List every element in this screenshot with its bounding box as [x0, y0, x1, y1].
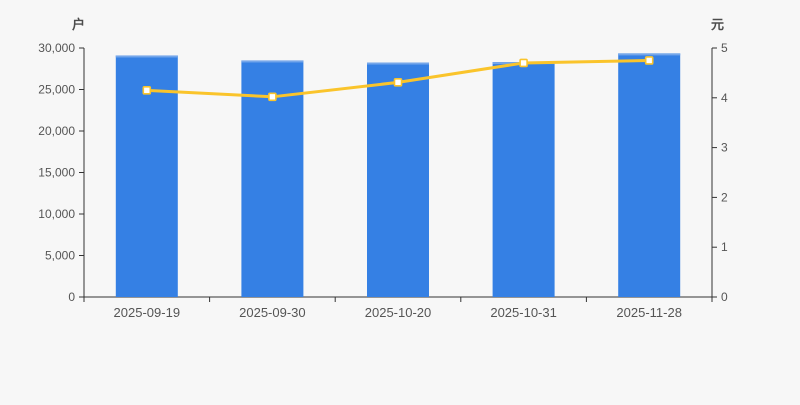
left-axis-tick-label: 20,000	[38, 124, 75, 138]
left-axis-unit-label: 户	[72, 17, 86, 32]
right-axis-tick-label: 0	[721, 290, 728, 304]
line-point-marker[interactable]	[142, 86, 152, 95]
x-axis-category-label: 2025-10-20	[365, 305, 432, 320]
bar[interactable]	[367, 62, 429, 298]
bar[interactable]	[115, 55, 178, 297]
left-axis-tick-label: 10,000	[38, 207, 75, 221]
left-axis-tick-label: 15,000	[38, 166, 75, 180]
line-point-marker[interactable]	[393, 78, 403, 87]
right-axis-tick-label: 1	[721, 240, 728, 254]
right-axis-tick-label: 4	[721, 91, 728, 105]
line-point-marker[interactable]	[519, 58, 528, 68]
left-axis-tick-label: 0	[68, 290, 75, 304]
x-axis-category-label: 2025-09-19	[114, 305, 181, 320]
bar-top-highlight	[618, 53, 681, 56]
bar[interactable]	[618, 53, 681, 297]
line-point-marker[interactable]	[268, 92, 277, 102]
line-point-marker[interactable]	[644, 56, 654, 65]
x-axis-category-label: 2025-09-30	[239, 305, 306, 320]
bar-top-highlight	[115, 55, 178, 58]
bar-top-highlight	[367, 62, 429, 65]
bar-top-highlight	[241, 60, 304, 63]
right-axis-tick-label: 2	[721, 190, 728, 204]
right-axis-tick-label: 5	[721, 41, 728, 55]
left-axis-tick-label: 5,000	[45, 249, 75, 263]
bar[interactable]	[492, 62, 555, 297]
left-axis-tick-label: 25,000	[38, 83, 75, 97]
left-axis-tick-label: 30,000	[38, 41, 75, 55]
right-axis-unit-label: 元	[711, 17, 725, 32]
right-axis-tick-label: 3	[721, 141, 728, 155]
x-axis-category-label: 2025-11-28	[616, 305, 682, 320]
x-axis-category-label: 2025-10-31	[490, 305, 557, 320]
